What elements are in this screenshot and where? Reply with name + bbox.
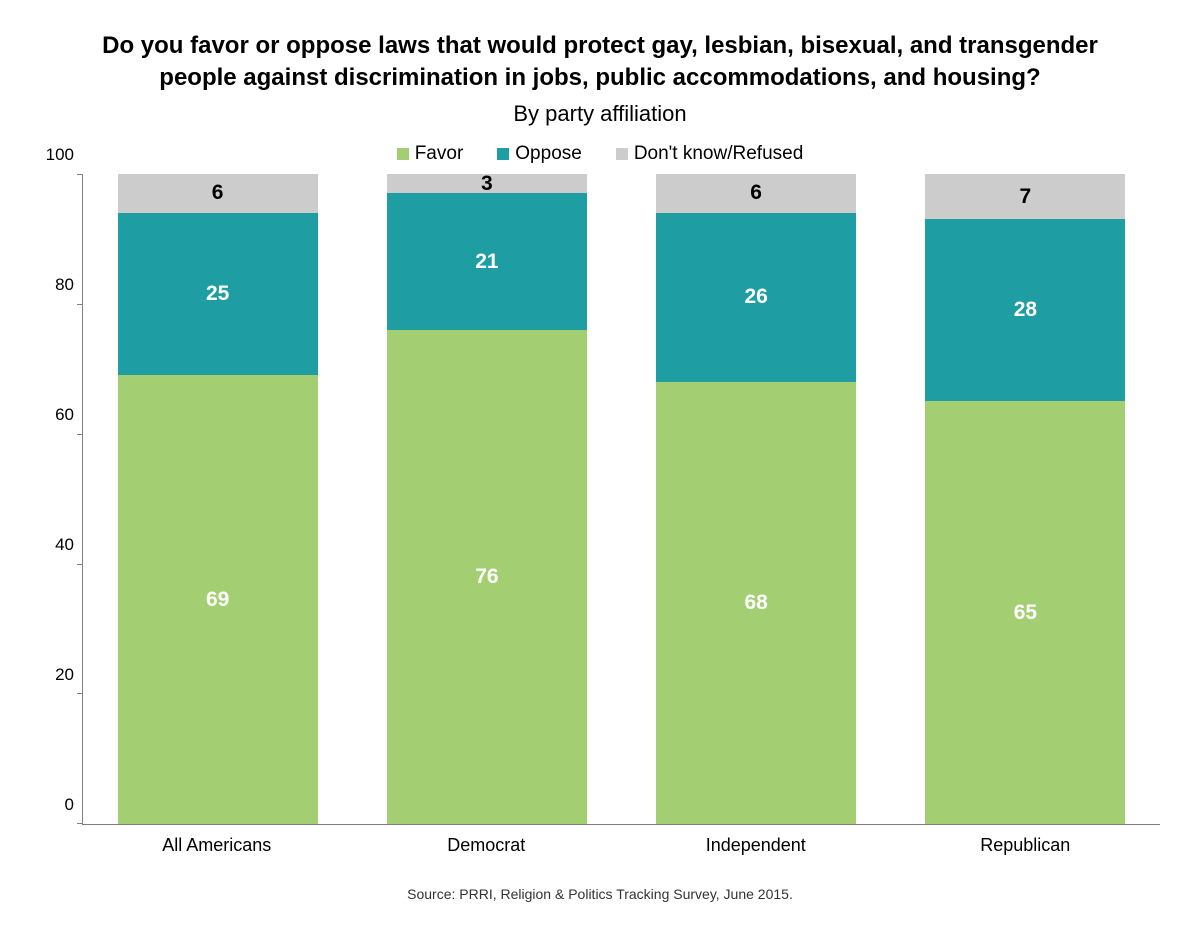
chart-title: Do you favor or oppose laws that would p… xyxy=(80,30,1120,95)
chart-area: 020406080100 69256762136826665287 xyxy=(40,175,1160,825)
y-tick-label: 20 xyxy=(55,665,74,685)
y-tick-label: 40 xyxy=(55,535,74,555)
y-tick-mark xyxy=(77,304,83,305)
legend-label-dk: Don't know/Refused xyxy=(634,143,803,165)
bar-segment-favor: 68 xyxy=(656,382,856,824)
chart-subtitle: By party affiliation xyxy=(40,101,1160,127)
legend-item-dk: Don't know/Refused xyxy=(616,143,803,165)
stacked-bar: 68266 xyxy=(656,174,856,824)
bar-segment-favor: 69 xyxy=(118,375,318,824)
y-tick-label: 0 xyxy=(65,795,74,815)
y-tick-mark xyxy=(77,823,83,824)
bar-segment-oppose: 28 xyxy=(925,219,1125,401)
bar-segment-dk: 3 xyxy=(387,174,587,194)
legend-item-favor: Favor xyxy=(397,143,464,165)
legend: Favor Oppose Don't know/Refused xyxy=(40,143,1160,165)
x-axis-label: Republican xyxy=(925,835,1125,856)
y-tick-mark xyxy=(77,434,83,435)
stacked-bar: 65287 xyxy=(925,174,1125,824)
bar-segment-dk: 6 xyxy=(118,174,318,213)
legend-swatch-dk xyxy=(616,148,628,160)
source-text: Source: PRRI, Religion & Politics Tracki… xyxy=(40,886,1160,902)
bars-container: 69256762136826665287 xyxy=(83,175,1160,824)
x-axis-label: Independent xyxy=(656,835,856,856)
legend-swatch-favor xyxy=(397,148,409,160)
x-axis-labels: All Americans Democrat Independent Republic… xyxy=(82,835,1160,856)
bar-column: 68266 xyxy=(656,174,856,824)
bar-segment-favor: 76 xyxy=(387,330,587,824)
y-tick-mark xyxy=(77,174,83,175)
bar-segment-dk: 6 xyxy=(656,174,856,213)
stacked-bar: 69256 xyxy=(118,174,318,824)
legend-label-oppose: Oppose xyxy=(515,143,582,165)
y-tick-label: 100 xyxy=(46,145,74,165)
bar-segment-dk: 7 xyxy=(925,174,1125,220)
bar-segment-oppose: 21 xyxy=(387,193,587,330)
stacked-bar: 76213 xyxy=(387,174,587,824)
x-axis-label: Democrat xyxy=(386,835,586,856)
legend-item-oppose: Oppose xyxy=(497,143,582,165)
bar-segment-oppose: 26 xyxy=(656,213,856,382)
y-tick-mark xyxy=(77,564,83,565)
legend-swatch-oppose xyxy=(497,148,509,160)
y-tick-label: 60 xyxy=(55,405,74,425)
bar-column: 65287 xyxy=(925,174,1125,824)
bar-segment-favor: 65 xyxy=(925,401,1125,824)
bar-column: 69256 xyxy=(118,174,318,824)
legend-label-favor: Favor xyxy=(415,143,464,165)
y-tick-label: 80 xyxy=(55,275,74,295)
x-axis-label: All Americans xyxy=(117,835,317,856)
y-tick-mark xyxy=(77,693,83,694)
bar-segment-oppose: 25 xyxy=(118,213,318,376)
bar-column: 76213 xyxy=(387,174,587,824)
y-axis: 020406080100 xyxy=(40,175,82,825)
plot-area: 69256762136826665287 xyxy=(82,175,1160,825)
